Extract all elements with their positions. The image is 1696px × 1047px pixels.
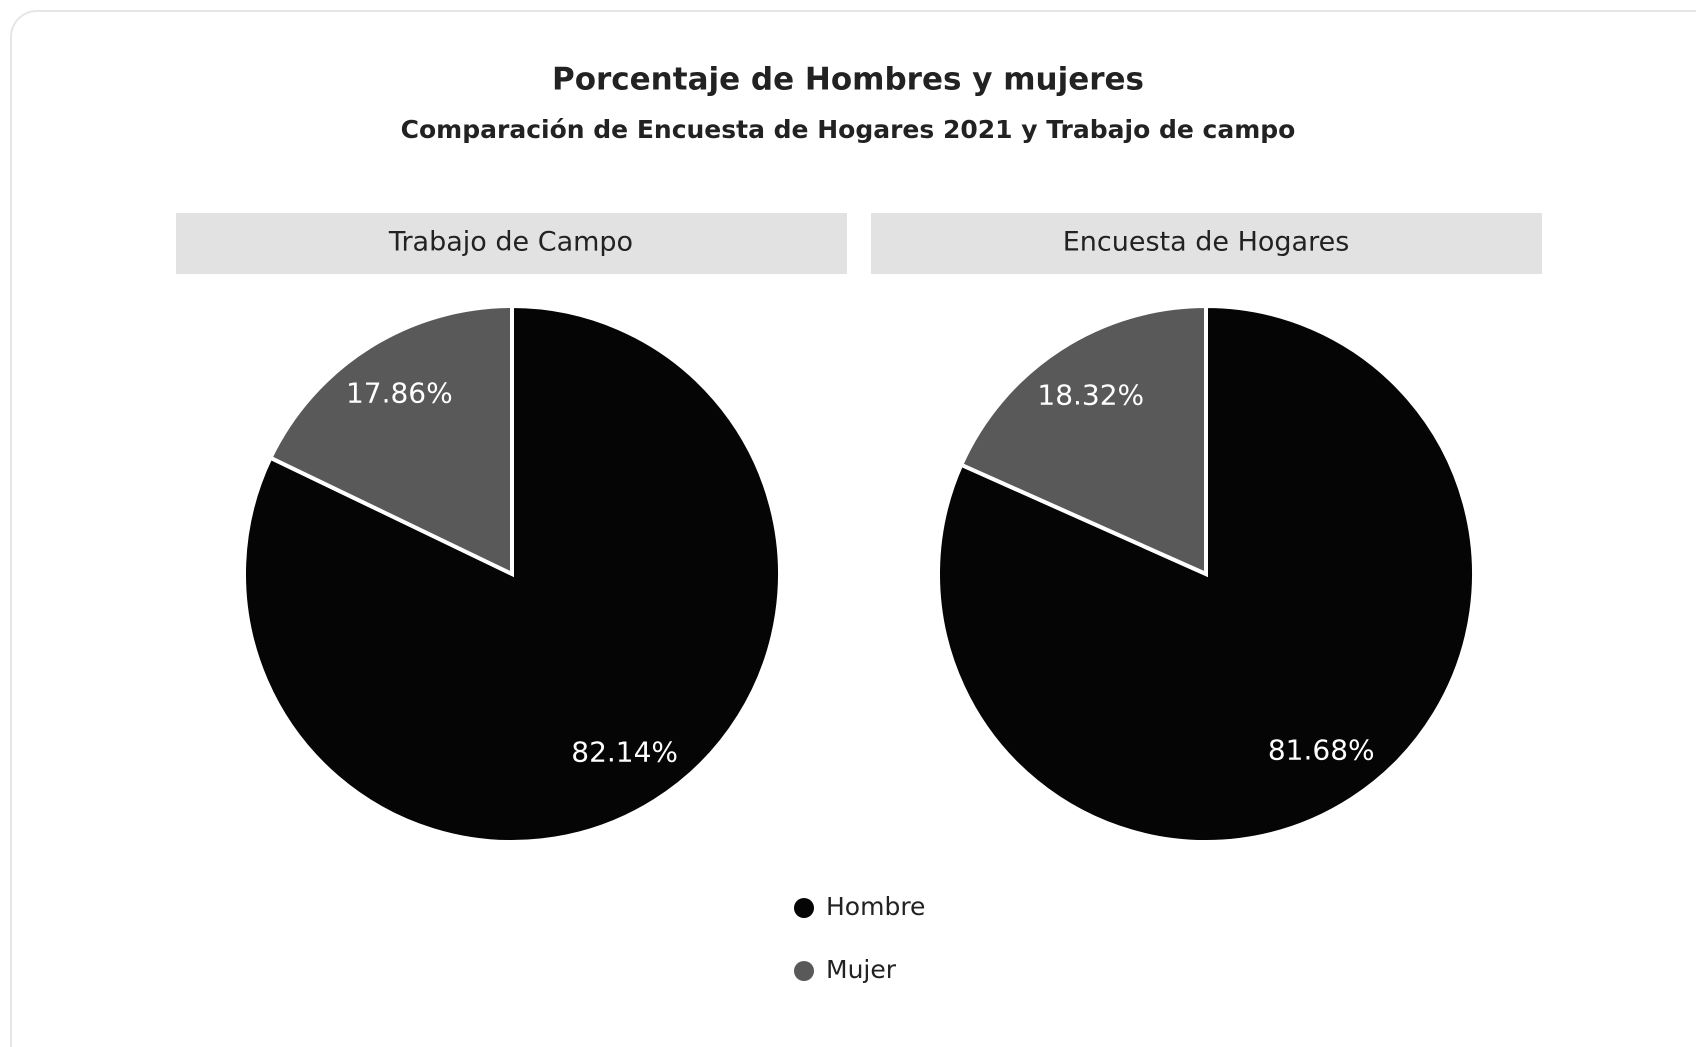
chart-title: Porcentaje de Hombres y mujeres [552,62,1144,98]
legend-label: Mujer [826,955,897,984]
pie-slice [267,303,514,578]
data-label: 18.32% [1037,378,1144,411]
panel-header [176,213,847,274]
pie-slice [958,303,1208,578]
legend-label: Hombre [826,892,925,921]
panel-header [871,213,1542,274]
panel-title: Trabajo de Campo [388,227,633,258]
chart-subtitle: Comparación de Encuesta de Hogares 2021 … [401,115,1296,144]
data-label: 81.68% [1268,734,1375,767]
legend-marker [794,961,814,981]
panel-title: Encuesta de Hogares [1063,227,1350,258]
data-label: 17.86% [346,377,453,410]
data-label: 82.14% [571,735,678,768]
legend-marker [794,898,814,918]
